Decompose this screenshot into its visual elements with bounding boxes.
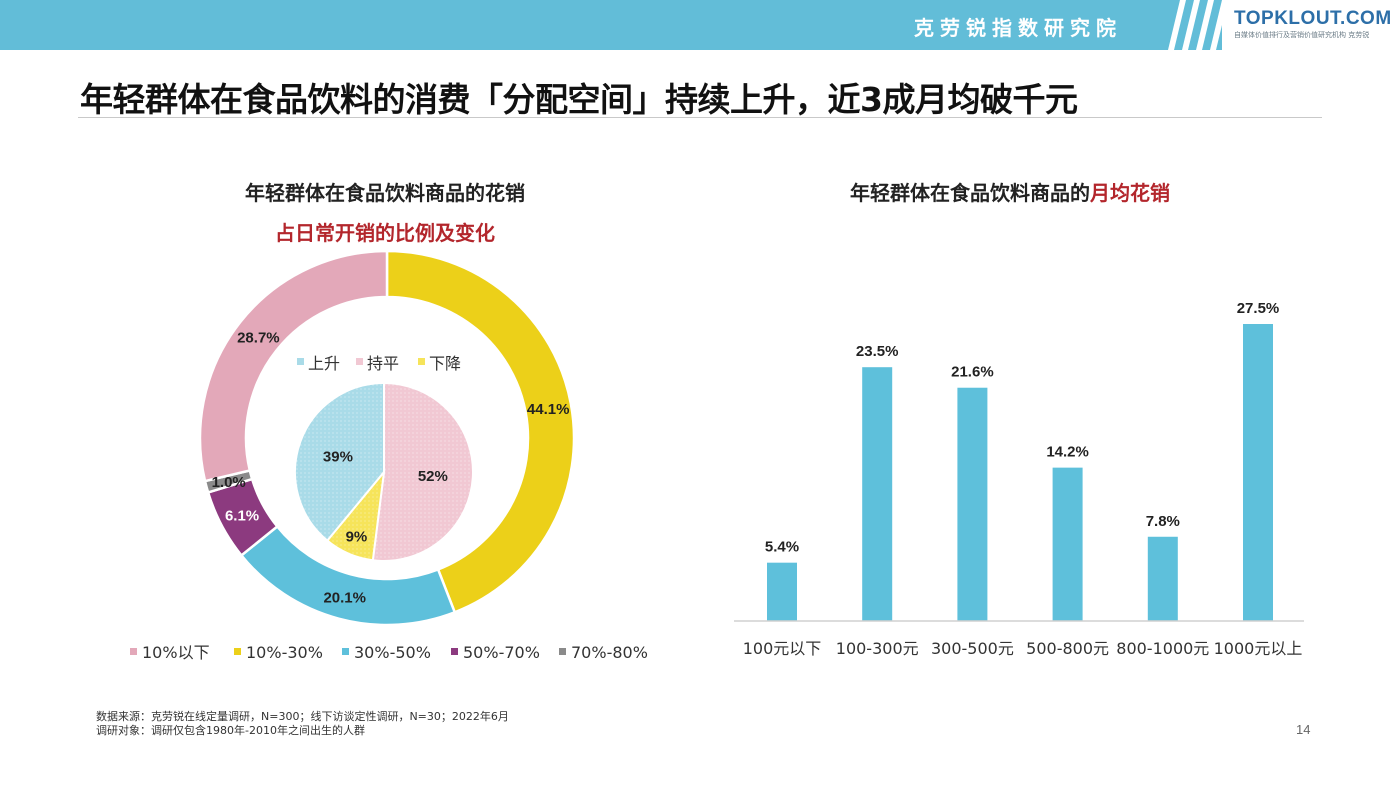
bar-5 bbox=[1147, 536, 1178, 621]
x-tick-label-1: 100元以下 bbox=[743, 639, 822, 658]
left-chart-title: 年轻群体在食品饮料商品的花销 bbox=[245, 181, 525, 205]
x-tick-label-4: 500-800元 bbox=[1026, 639, 1109, 658]
donut-legend-label-5: 70%-80% bbox=[571, 643, 648, 662]
x-tick-label-3: 300-500元 bbox=[931, 639, 1014, 658]
left-chart-subtitle: 占日常开销的比例及变化 bbox=[275, 221, 495, 245]
donut-chart: 44.1%20.1%6.1%1.0%28.7% 52%9%39% 上升 持平 下降 … bbox=[130, 249, 648, 662]
bar-6 bbox=[1243, 324, 1273, 621]
donut-legend-swatch-3 bbox=[342, 648, 349, 655]
page-number: 14 bbox=[1296, 722, 1311, 737]
donut-legend-swatch-4 bbox=[451, 648, 458, 655]
title-divider bbox=[78, 117, 1322, 118]
bar-4 bbox=[1052, 467, 1083, 621]
bar-value-label-3: 21.6% bbox=[951, 364, 994, 381]
bar-value-label-2: 23.5% bbox=[856, 343, 899, 360]
institute-name: 克劳锐指数研究院 bbox=[914, 16, 1122, 40]
donut-label-4: 6.1% bbox=[225, 508, 259, 525]
pie-legend-swatch-1 bbox=[297, 358, 304, 365]
pie-slice-2 bbox=[371, 381, 474, 562]
pie-label-2: 52% bbox=[418, 468, 448, 485]
pie-legend-label-3: 下降 bbox=[429, 354, 461, 373]
donut-legend-swatch-5 bbox=[559, 648, 566, 655]
bar-2 bbox=[862, 367, 893, 621]
brand-logo[interactable]: TOPKLOUT.COM 自媒体价值排行及营销价值研究机构 克劳锐 bbox=[1222, 0, 1400, 50]
donut-slice-2 bbox=[385, 249, 576, 614]
bar-value-label-6: 27.5% bbox=[1237, 300, 1280, 317]
x-tick-label-6: 1000元以上 bbox=[1214, 639, 1303, 658]
logo-wordmark: TOPKLOUT.COM bbox=[1234, 8, 1392, 29]
logo-tagline: 自媒体价值排行及营销价值研究机构 克劳锐 bbox=[1234, 31, 1370, 39]
right-chart-title-prefix: 年轻群体在食品饮料商品的 bbox=[850, 181, 1090, 205]
pie-legend-label-1: 上升 bbox=[308, 354, 340, 373]
bar-3 bbox=[957, 387, 988, 621]
bar-1 bbox=[767, 562, 797, 621]
donut-label-1: 28.7% bbox=[237, 329, 280, 346]
donut-legend-swatch-2 bbox=[234, 648, 241, 655]
pie-slice-1 bbox=[294, 381, 385, 542]
donut-legend-label-4: 50%-70% bbox=[463, 643, 540, 662]
pie-label-3: 9% bbox=[346, 529, 368, 546]
donut-legend-swatch-1 bbox=[130, 648, 137, 655]
x-tick-label-5: 800-1000元 bbox=[1116, 639, 1209, 658]
monthly-spend-bar-chart: 5.4% 23.5% 21.6% 14.2% 7.8% 27.5% 100元以下 100-3… bbox=[734, 300, 1304, 658]
page-title: 年轻群体在食品饮料的消费「分配空间」持续上升，近3成月均破千元 bbox=[80, 80, 1078, 119]
bar-value-label-1: 5.4% bbox=[765, 539, 799, 556]
donut-legend-label-2: 10%-30% bbox=[246, 643, 323, 662]
donut-label-5: 1.0% bbox=[212, 474, 246, 491]
donut-legend-label-1: 10%以下 bbox=[142, 643, 210, 662]
bar-value-label-4: 14.2% bbox=[1046, 444, 1089, 461]
subject-note: 调研对象：调研仅包含1980年-2010年之间出生的人群 bbox=[96, 724, 365, 737]
pie-legend-swatch-3 bbox=[418, 358, 425, 365]
pie-legend-swatch-2 bbox=[356, 358, 363, 365]
donut-slice-1 bbox=[198, 249, 389, 483]
right-chart-title-highlight: 月均花销 bbox=[1090, 181, 1170, 205]
pie-label-1: 39% bbox=[323, 448, 353, 465]
bar-value-label-5: 7.8% bbox=[1146, 513, 1180, 530]
donut-label-2: 44.1% bbox=[527, 401, 570, 418]
source-note: 数据来源：克劳锐在线定量调研，N=300；线下访谈定性调研，N=30；2022年… bbox=[96, 710, 509, 723]
donut-label-3: 20.1% bbox=[323, 589, 366, 606]
right-chart-title: 年轻群体在食品饮料商品的月均花销 bbox=[800, 177, 1220, 206]
donut-legend-label-3: 30%-50% bbox=[354, 643, 431, 662]
pie-legend-label-2: 持平 bbox=[367, 354, 399, 373]
x-tick-label-2: 100-300元 bbox=[836, 639, 919, 658]
header-bar: 克劳锐指数研究院 TOPKLOUT.COM 自媒体价值排行及营销价值研究机构 克… bbox=[0, 0, 1400, 50]
